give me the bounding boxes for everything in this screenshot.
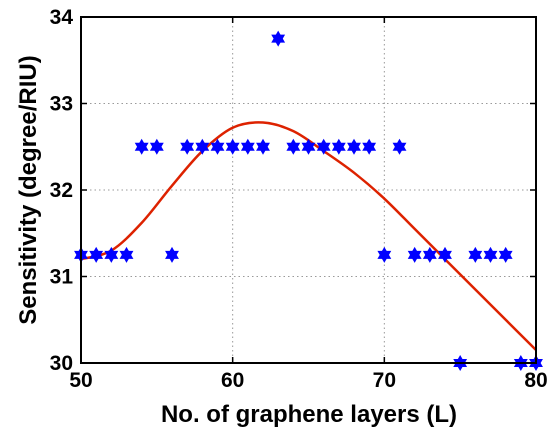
data-point bbox=[89, 246, 104, 263]
y-tick-label: 34 bbox=[50, 6, 74, 29]
data-point bbox=[301, 138, 316, 155]
axis-ticks: 50 60 70 80 30 31 32 33 34 bbox=[50, 6, 548, 392]
data-point bbox=[240, 138, 255, 155]
data-point bbox=[225, 138, 240, 155]
data-point bbox=[438, 246, 452, 263]
data-point bbox=[256, 138, 270, 155]
data-point bbox=[286, 138, 301, 155]
y-axis-label: Sensitivity (degree/RIU) bbox=[15, 55, 42, 324]
data-point bbox=[331, 138, 346, 155]
fit-curve bbox=[80, 121, 537, 351]
data-points-layer bbox=[74, 30, 543, 371]
data-point bbox=[316, 138, 331, 155]
y-tick-label: 30 bbox=[50, 352, 73, 375]
data-point bbox=[347, 138, 361, 155]
data-point bbox=[149, 138, 164, 155]
x-tick-label: 50 bbox=[69, 369, 92, 392]
y-tick-label: 31 bbox=[50, 266, 74, 289]
x-tick-label: 70 bbox=[373, 369, 396, 392]
x-tick-label: 80 bbox=[524, 369, 547, 392]
y-tick-label: 33 bbox=[50, 93, 73, 116]
data-point bbox=[362, 138, 377, 155]
data-point bbox=[195, 138, 210, 155]
data-point bbox=[498, 246, 513, 263]
data-point bbox=[377, 246, 392, 263]
data-point bbox=[407, 246, 422, 263]
data-point bbox=[165, 246, 179, 263]
x-axis-label: No. of graphene layers (L) bbox=[161, 401, 457, 428]
data-point bbox=[483, 246, 498, 263]
data-point bbox=[104, 246, 119, 263]
grid-lines bbox=[81, 17, 536, 363]
data-point bbox=[271, 30, 286, 47]
data-point bbox=[210, 138, 225, 155]
x-tick-label: 60 bbox=[221, 369, 244, 392]
data-point bbox=[468, 246, 483, 263]
data-point bbox=[119, 246, 134, 263]
y-tick-label: 32 bbox=[50, 179, 73, 202]
data-point bbox=[422, 246, 437, 263]
fit-curve-layer bbox=[80, 121, 537, 351]
data-point bbox=[134, 138, 149, 155]
data-point bbox=[392, 138, 407, 155]
data-point bbox=[180, 138, 195, 155]
